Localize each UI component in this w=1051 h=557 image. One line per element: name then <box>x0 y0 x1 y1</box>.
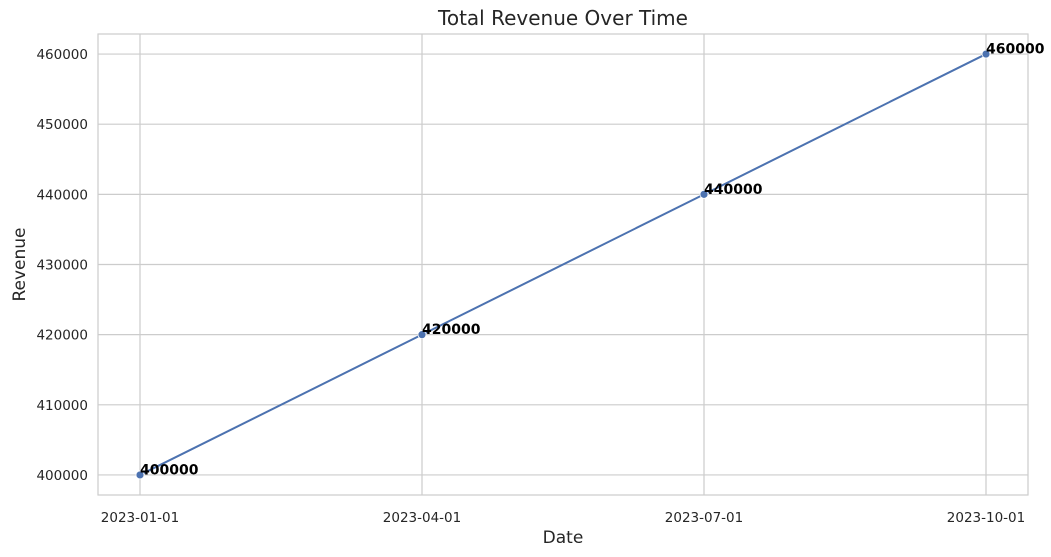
data-point <box>981 49 991 59</box>
y-tick-label: 400000 <box>36 468 88 484</box>
data-point <box>699 189 709 199</box>
y-axis-label: Revenue <box>10 227 30 301</box>
y-tick-label: 410000 <box>36 398 88 414</box>
x-axis-label: Date <box>543 528 584 548</box>
data-label: 420000 <box>422 322 481 338</box>
data-labels-group: 400000 420000 440000 460000 <box>140 42 1045 479</box>
x-tick-label: 2023-10-01 <box>947 510 1025 526</box>
data-point <box>135 470 145 480</box>
y-tick-label: 450000 <box>36 117 88 133</box>
series-group <box>139 53 987 476</box>
data-label: 400000 <box>140 462 199 478</box>
y-tick-label: 420000 <box>36 328 88 344</box>
y-tick-label: 440000 <box>36 187 88 203</box>
y-tick-label: 460000 <box>36 47 88 63</box>
series-line <box>139 53 987 476</box>
data-point <box>417 330 427 340</box>
x-tick-label: 2023-01-01 <box>101 510 179 526</box>
grid-lines <box>98 34 1028 495</box>
y-tick-label: 430000 <box>36 258 88 274</box>
plot-frame <box>97 33 1029 496</box>
markers-group <box>135 49 991 480</box>
x-axis-ticks: 2023-01-01 2023-04-01 2023-07-01 2023-10-01 <box>101 510 1025 526</box>
data-label: 440000 <box>704 182 763 198</box>
x-tick-label: 2023-07-01 <box>665 510 743 526</box>
chart-title: Total Revenue Over Time <box>437 6 688 30</box>
data-label: 460000 <box>986 42 1045 58</box>
y-axis-ticks: 400000 410000 420000 430000 440000 450000 4600… <box>36 47 88 484</box>
x-tick-label: 2023-04-01 <box>383 510 461 526</box>
